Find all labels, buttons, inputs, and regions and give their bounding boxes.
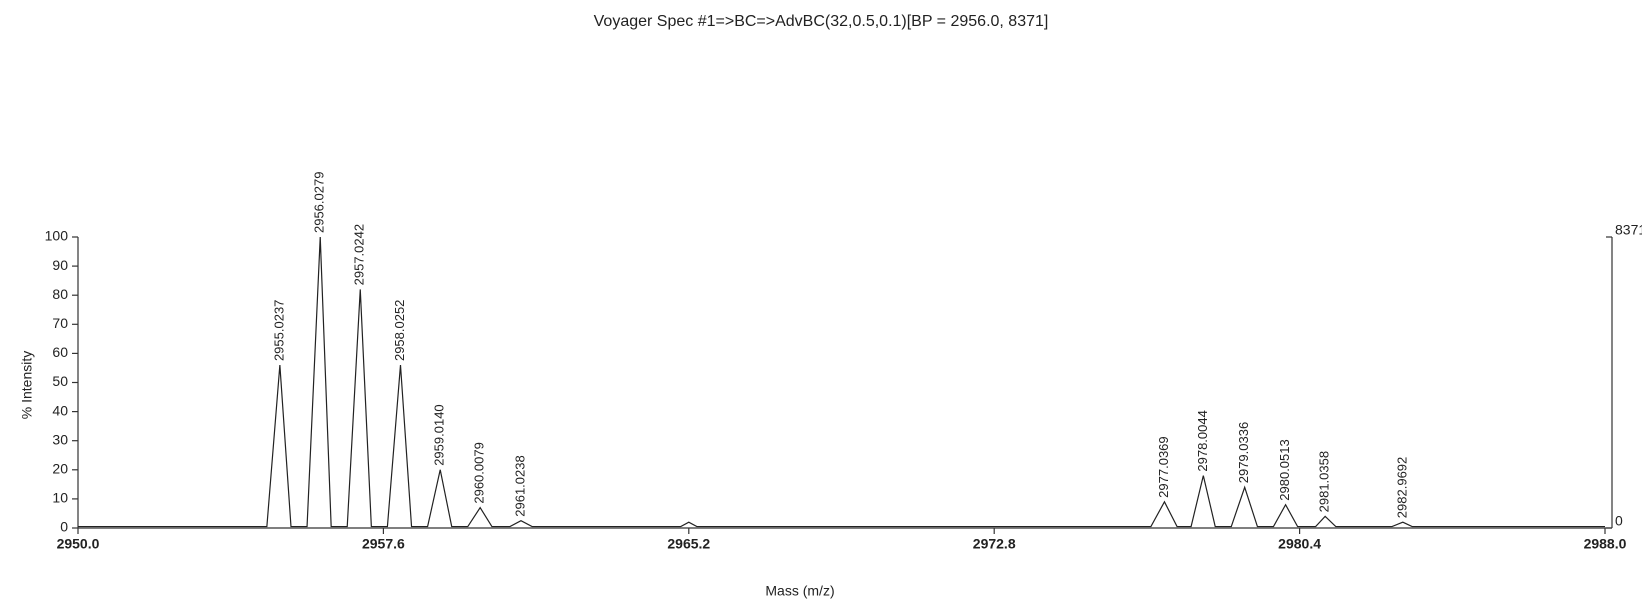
y-axis-label: % Intensity [19,351,35,419]
y-tick-label: 0 [60,519,68,535]
peak-label: 2979.0336 [1236,422,1251,483]
x-tick-label: 2980.4 [1278,536,1321,552]
x-tick-label: 2950.0 [57,536,100,552]
y-tick-label: 30 [52,431,68,447]
peak-label: 2982.9692 [1394,457,1409,518]
y-tick-label: 90 [52,257,68,273]
x-tick-label: 2957.6 [362,536,405,552]
peak-label: 2959.0140 [432,404,447,465]
y-tick-label: 20 [52,461,68,477]
x-tick-label: 2965.2 [667,536,710,552]
y-tick-label: 10 [52,490,68,506]
y-tick-label: 70 [52,315,68,331]
y2-tick-label: 8371 [1615,222,1642,238]
peak-label: 2955.0237 [271,300,286,361]
y2-tick-label: 0 [1615,513,1623,529]
x-axis-label: Mass (m/z) [765,583,834,599]
y-tick-label: 60 [52,344,68,360]
peak-label: 2978.0044 [1195,410,1210,471]
peak-label: 2956.0279 [312,172,327,233]
peak-label: 2980.0513 [1277,439,1292,500]
y-tick-label: 100 [45,228,69,244]
peak-label: 2961.0238 [512,455,527,516]
peak-label: 2957.0242 [352,224,367,285]
y-tick-label: 50 [52,373,68,389]
peak-label: 2958.0252 [392,300,407,361]
peak-label: 2977.0369 [1156,436,1171,497]
x-tick-label: 2972.8 [973,536,1016,552]
x-tick-label: 2988.0 [1584,536,1627,552]
spectrum-line [78,236,1605,528]
peak-label: 2981.0358 [1317,451,1332,512]
y-tick-label: 40 [52,402,68,418]
chart-title: Voyager Spec #1=>BC=>AdvBC(32,0.5,0.1)[B… [594,13,1049,30]
peak-label: 2960.0079 [472,442,487,503]
y-tick-label: 80 [52,286,68,302]
